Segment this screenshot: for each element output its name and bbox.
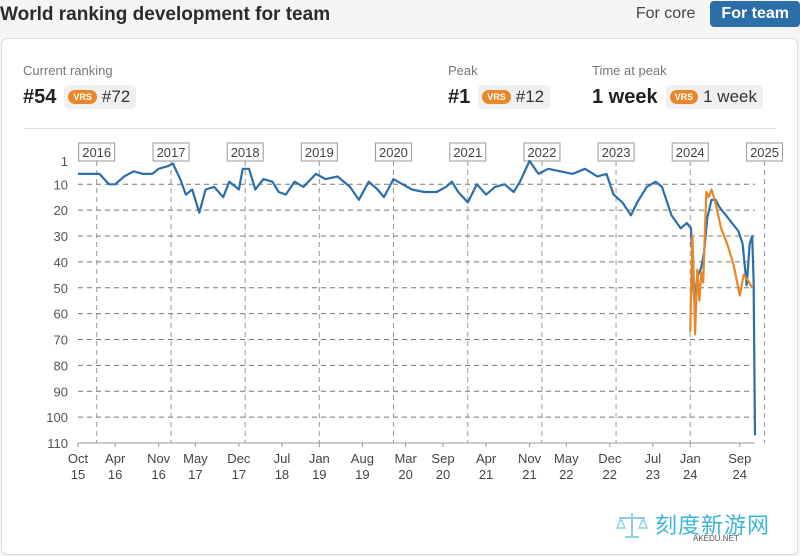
year-label: 2019 bbox=[305, 145, 334, 160]
scale-logo-icon bbox=[615, 513, 649, 538]
vrs-tag: VRS bbox=[669, 90, 699, 104]
x-tick-month: Mar bbox=[394, 451, 417, 466]
current-ranking-value: #54 bbox=[23, 85, 57, 108]
year-label: 2023 bbox=[602, 145, 631, 160]
y-tick-label: 100 bbox=[46, 410, 68, 425]
year-label: 2020 bbox=[379, 145, 408, 160]
current-ranking-stat: Current ranking #54 VRS #72 bbox=[23, 63, 137, 109]
x-tick-year: 19 bbox=[312, 467, 326, 482]
y-tick-label: 30 bbox=[54, 229, 68, 244]
y-tick-label: 70 bbox=[54, 333, 68, 348]
time-at-peak-stat: Time at peak 1 week VRS 1 week bbox=[592, 63, 763, 109]
y-tick-label: 60 bbox=[54, 307, 68, 322]
x-tick-month: Apr bbox=[105, 451, 126, 466]
year-label-box bbox=[671, 142, 709, 162]
watermark: 刻度新游网 AKEDU.NET bbox=[615, 508, 775, 544]
year-label-box bbox=[449, 142, 487, 162]
team-ranking-line bbox=[78, 159, 757, 436]
x-tick-year: 19 bbox=[355, 467, 369, 482]
x-tick-year: 16 bbox=[151, 467, 165, 482]
x-tick-year: 24 bbox=[733, 467, 747, 482]
year-label-box bbox=[78, 142, 116, 162]
x-tick-year: 23 bbox=[646, 467, 660, 482]
x-tick-month: Sep bbox=[431, 451, 454, 466]
x-tick-year: 22 bbox=[603, 467, 617, 482]
x-tick-year: 24 bbox=[683, 467, 697, 482]
year-label: 2025 bbox=[750, 145, 779, 160]
year-label-box bbox=[374, 142, 412, 162]
x-tick-year: 20 bbox=[398, 467, 412, 482]
current-vrs-badge: VRS #72 bbox=[64, 85, 137, 109]
ranking-card: Current ranking #54 VRS #72 Peak #1 VRS … bbox=[1, 38, 798, 555]
y-tick-label: 40 bbox=[54, 255, 68, 270]
y-tick-label: 90 bbox=[54, 384, 68, 399]
y-tick-label: 10 bbox=[54, 177, 68, 192]
year-label: 2018 bbox=[231, 145, 260, 160]
year-label: 2017 bbox=[157, 145, 186, 160]
x-tick-month: Sep bbox=[728, 451, 751, 466]
y-tick-label: 80 bbox=[54, 358, 68, 373]
x-tick-month: Jan bbox=[309, 451, 330, 466]
y-tick-label: 1 bbox=[61, 154, 68, 169]
x-tick-year: 15 bbox=[71, 467, 85, 482]
stats-divider bbox=[24, 128, 776, 129]
peak-label: Peak bbox=[448, 63, 478, 78]
year-label: 2024 bbox=[676, 145, 705, 160]
year-label-box bbox=[226, 142, 264, 162]
x-tick-year: 16 bbox=[108, 467, 122, 482]
x-tick-year: 17 bbox=[188, 467, 202, 482]
peak-stat: Peak #1 VRS #12 bbox=[448, 63, 551, 109]
for-core-button[interactable]: For core bbox=[625, 1, 707, 27]
x-tick-year: 18 bbox=[275, 467, 289, 482]
x-tick-month: May bbox=[183, 451, 208, 466]
x-tick-month: Dec bbox=[227, 451, 251, 466]
current-ranking-label: Current ranking bbox=[23, 63, 113, 78]
view-toggle: For core For team bbox=[625, 1, 800, 27]
vrs-tag: VRS bbox=[68, 90, 97, 104]
time-at-peak-vrs-badge: VRS 1 week bbox=[665, 85, 763, 109]
watermark-sub: AKEDU.NET bbox=[693, 534, 739, 543]
x-tick-month: Nov bbox=[147, 451, 171, 466]
x-tick-year: 21 bbox=[479, 467, 493, 482]
y-tick-label: 110 bbox=[47, 436, 68, 451]
x-tick-month: Jul bbox=[645, 451, 662, 466]
year-label-box bbox=[523, 142, 561, 162]
y-tick-label: 50 bbox=[54, 281, 68, 296]
current-vrs-value: #72 bbox=[101, 87, 131, 106]
time-at-peak-value: 1 week bbox=[592, 85, 658, 108]
peak-vrs-badge: VRS #12 bbox=[478, 85, 551, 109]
x-tick-month: Jan bbox=[680, 451, 701, 466]
watermark-text: 刻度新游网 bbox=[655, 513, 771, 538]
x-tick-year: 20 bbox=[436, 467, 450, 482]
year-label: 2022 bbox=[527, 145, 556, 160]
year-label-box bbox=[152, 142, 190, 162]
x-tick-month: Dec bbox=[598, 451, 622, 466]
page-title: World ranking development for team bbox=[0, 4, 331, 25]
year-label-box bbox=[300, 142, 338, 162]
x-tick-month: Oct bbox=[68, 451, 89, 466]
vrs-ranking-line bbox=[689, 188, 754, 336]
x-tick-year: 21 bbox=[522, 467, 536, 482]
y-tick-label: 20 bbox=[54, 203, 68, 218]
peak-vrs-value: #12 bbox=[515, 87, 545, 106]
peak-value: #1 bbox=[448, 85, 471, 108]
x-tick-year: 22 bbox=[559, 467, 573, 482]
x-tick-month: Aug bbox=[351, 451, 374, 466]
time-at-peak-label: Time at peak bbox=[592, 63, 667, 78]
year-label-box bbox=[746, 142, 784, 162]
x-tick-year: 17 bbox=[232, 467, 246, 482]
year-label-box bbox=[597, 142, 635, 162]
vrs-tag: VRS bbox=[482, 90, 511, 104]
x-tick-month: May bbox=[554, 451, 579, 466]
year-label: 2016 bbox=[82, 145, 111, 160]
x-tick-month: Jul bbox=[274, 451, 291, 466]
year-label: 2021 bbox=[453, 145, 482, 160]
for-team-button[interactable]: For team bbox=[710, 1, 800, 27]
time-at-peak-vrs-value: 1 week bbox=[703, 87, 757, 106]
x-tick-month: Apr bbox=[476, 451, 497, 466]
x-tick-month: Nov bbox=[518, 451, 542, 466]
